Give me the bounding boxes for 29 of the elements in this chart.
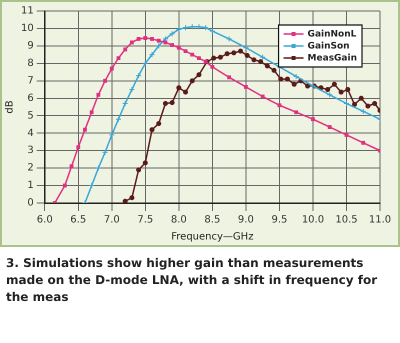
x-tick-label: 7.0 bbox=[104, 214, 120, 226]
y-tick-label: 5 bbox=[27, 110, 34, 122]
x-tick-label: 8.5 bbox=[204, 214, 220, 226]
x-tick-label: 11.0 bbox=[368, 214, 392, 226]
x-tick-label: 9.0 bbox=[238, 214, 254, 226]
x-tick-label: 6.0 bbox=[36, 214, 53, 226]
x-axis-title: Frequency—GHz bbox=[171, 232, 254, 243]
x-tick-label: 6.5 bbox=[70, 214, 86, 226]
y-tick-label: 2 bbox=[27, 162, 34, 174]
x-tick-label: 8.0 bbox=[170, 214, 187, 226]
y-tick-label: 8 bbox=[27, 58, 34, 69]
y-tick-label: 3 bbox=[27, 145, 34, 156]
y-tick-label: 10 bbox=[20, 23, 34, 34]
y-tick-label: 7 bbox=[27, 75, 34, 86]
y-tick-label: 1 bbox=[27, 180, 34, 192]
y-tick-label: 4 bbox=[27, 128, 34, 139]
legend-label: GainSon bbox=[308, 41, 350, 52]
x-tick-label: 9.5 bbox=[271, 214, 288, 226]
y-axis-title: dB bbox=[4, 100, 16, 114]
x-tick-label: 10.0 bbox=[302, 214, 324, 226]
y-tick-label: 11 bbox=[20, 6, 34, 17]
legend-label: GainNonL bbox=[308, 29, 357, 40]
legend-label: MeasGain bbox=[308, 53, 358, 64]
y-tick-label: 6 bbox=[27, 92, 34, 104]
y-tick-label: 9 bbox=[27, 40, 34, 52]
x-tick-label: 7.5 bbox=[137, 214, 154, 226]
x-tick-label: 10.5 bbox=[335, 214, 358, 226]
y-tick-label: 0 bbox=[27, 198, 34, 209]
text: 3. Simulations show higher gain than measurements made on the D-mode LNA, with a shift in frequency for the meas bbox=[6, 255, 378, 306]
